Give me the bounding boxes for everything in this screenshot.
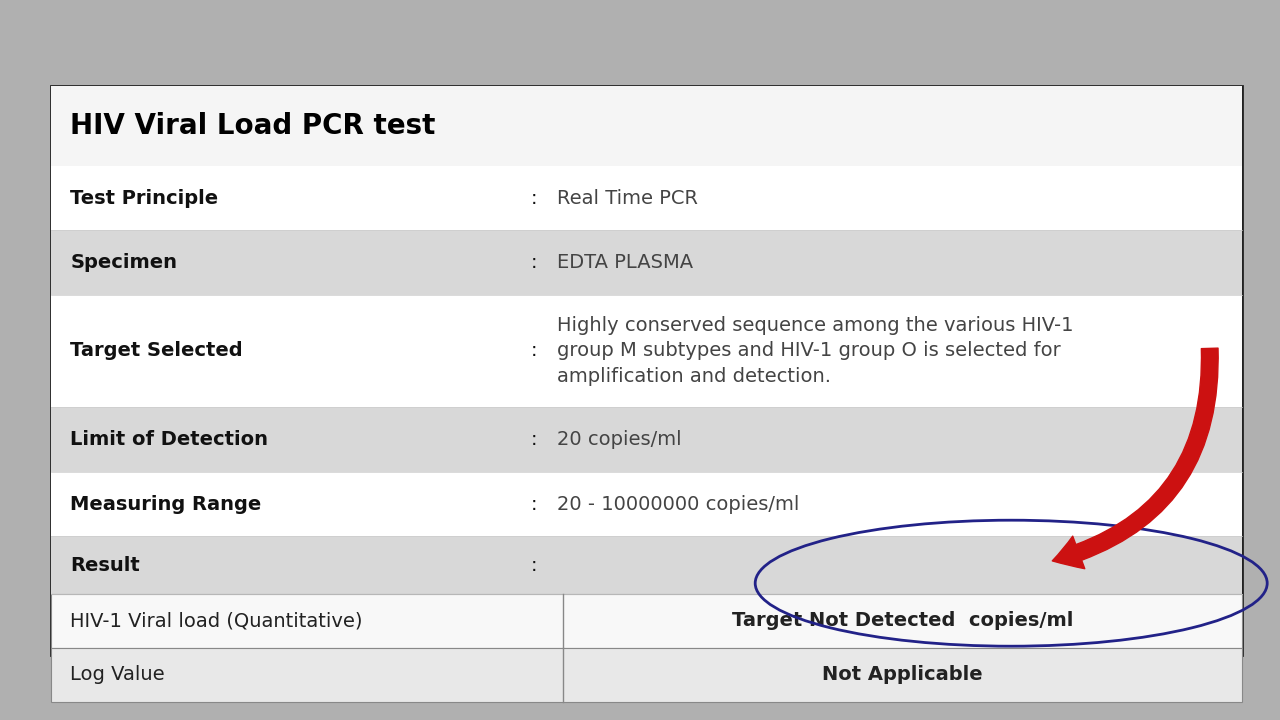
Bar: [51, 648, 1242, 702]
Text: Highly conserved sequence among the various HIV-1
group M subtypes and HIV-1 gro: Highly conserved sequence among the vari…: [557, 316, 1074, 386]
Text: Limit of Detection: Limit of Detection: [70, 430, 269, 449]
Text: HIV-1 Viral load (Quantitative): HIV-1 Viral load (Quantitative): [70, 611, 364, 631]
Text: Not Applicable: Not Applicable: [822, 665, 983, 685]
Text: HIV Viral Load PCR test: HIV Viral Load PCR test: [70, 112, 435, 140]
Text: :: :: [531, 253, 544, 272]
Text: :: :: [531, 189, 544, 207]
Text: Specimen: Specimen: [70, 253, 178, 272]
Text: Log Value: Log Value: [70, 665, 165, 685]
Bar: [51, 472, 1242, 536]
Text: Real Time PCR: Real Time PCR: [557, 189, 698, 207]
Bar: [51, 407, 1242, 472]
Bar: [51, 166, 1242, 230]
Text: :: :: [531, 495, 544, 513]
Bar: [51, 594, 1242, 648]
Text: Target Selected: Target Selected: [70, 341, 243, 361]
Text: :: :: [531, 341, 544, 361]
Text: :: :: [531, 430, 544, 449]
Bar: [51, 295, 1242, 407]
Text: Test Principle: Test Principle: [70, 189, 219, 207]
Text: Result: Result: [70, 556, 140, 575]
Bar: [51, 230, 1242, 295]
Text: :: :: [531, 556, 538, 575]
Text: Target Not Detected  copies/ml: Target Not Detected copies/ml: [732, 611, 1073, 631]
Bar: [51, 86, 1242, 655]
Text: 20 copies/ml: 20 copies/ml: [557, 430, 681, 449]
Text: Measuring Range: Measuring Range: [70, 495, 261, 513]
Bar: [51, 536, 1242, 594]
Text: 20 - 10000000 copies/ml: 20 - 10000000 copies/ml: [557, 495, 799, 513]
FancyArrowPatch shape: [1052, 348, 1219, 569]
Text: EDTA PLASMA: EDTA PLASMA: [557, 253, 692, 272]
Bar: [51, 86, 1242, 166]
